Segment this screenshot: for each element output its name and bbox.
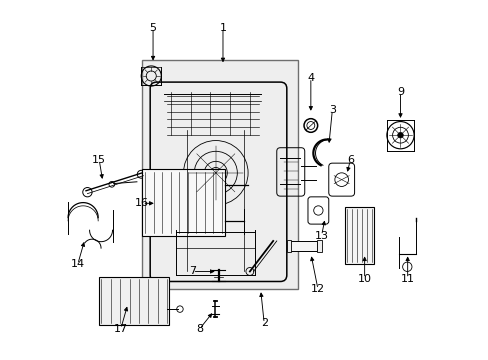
Text: 1: 1 — [219, 23, 226, 33]
Text: 3: 3 — [328, 105, 335, 115]
Text: 16: 16 — [135, 198, 149, 208]
Text: 14: 14 — [71, 259, 84, 269]
Text: 9: 9 — [396, 87, 403, 97]
Text: 17: 17 — [114, 324, 127, 334]
Bar — [316, 240, 321, 252]
Text: 2: 2 — [260, 319, 267, 328]
Circle shape — [397, 132, 403, 138]
Bar — [286, 240, 291, 252]
Text: 15: 15 — [92, 155, 106, 165]
Bar — [99, 277, 169, 325]
Text: 6: 6 — [346, 155, 353, 165]
Bar — [344, 207, 373, 264]
Text: 10: 10 — [357, 274, 371, 284]
Text: 11: 11 — [400, 274, 414, 284]
Bar — [142, 60, 298, 289]
Text: 4: 4 — [306, 73, 314, 83]
Text: 12: 12 — [310, 284, 325, 294]
Text: 13: 13 — [314, 231, 328, 240]
Text: 7: 7 — [188, 266, 196, 276]
Bar — [290, 241, 317, 251]
Text: 5: 5 — [149, 23, 156, 33]
Bar — [142, 169, 224, 235]
Text: 8: 8 — [196, 324, 203, 334]
